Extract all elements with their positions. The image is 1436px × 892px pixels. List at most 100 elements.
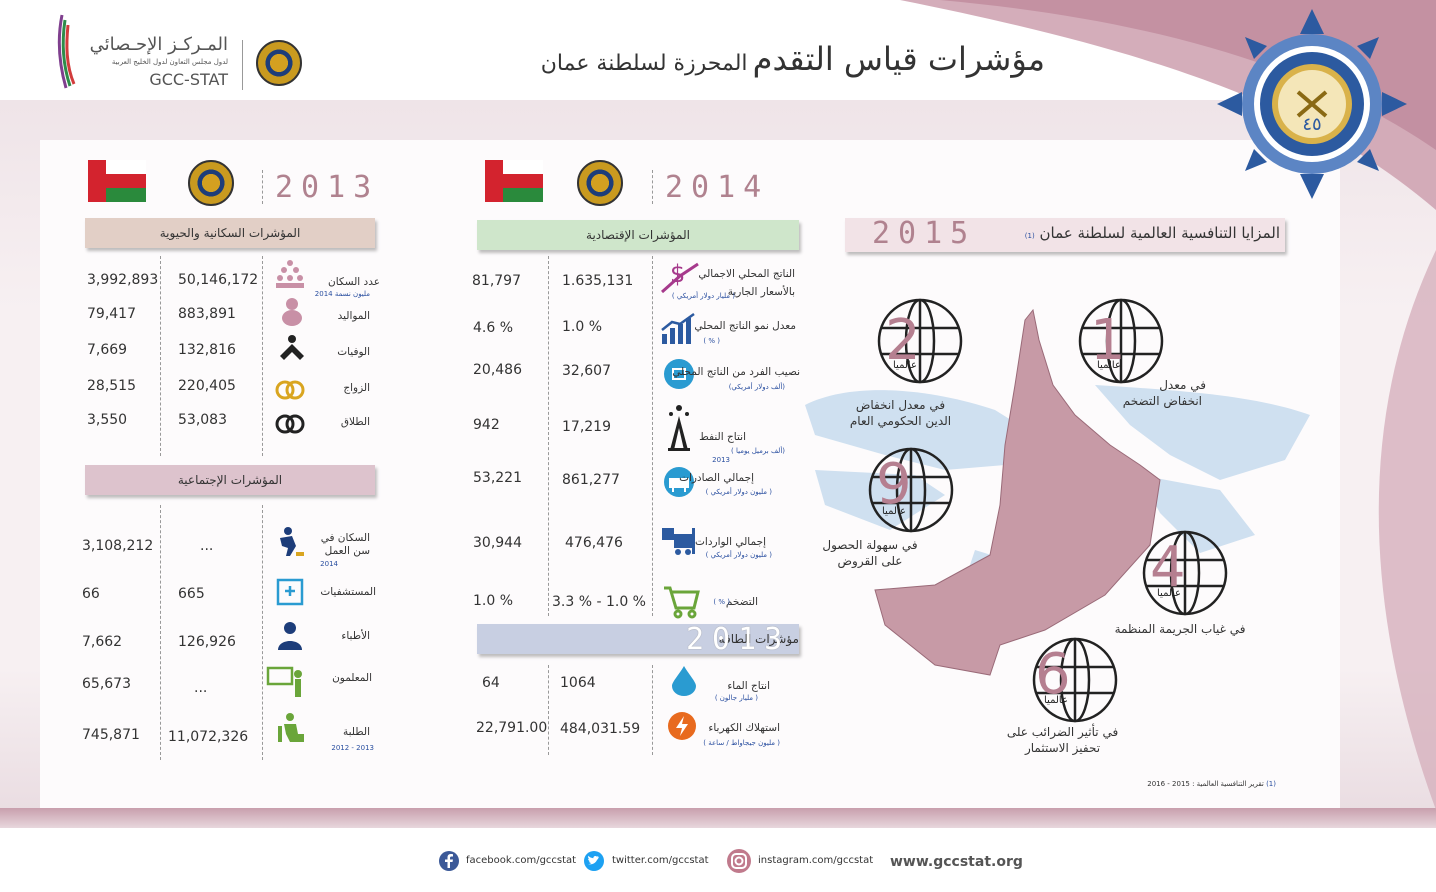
baby-icon	[282, 298, 302, 326]
divider	[262, 170, 263, 204]
doctor-icon	[278, 622, 302, 650]
divorce-oman-value: 3,550	[87, 412, 128, 428]
logo-arabic-sub: لدول مجلس التعاون لدول الخليج العربية	[111, 58, 228, 66]
gdp-growth-label: معدل نمو الناتج المحلي	[694, 320, 796, 332]
facebook-link[interactable]: facebook.com/gccstat	[466, 855, 577, 866]
title-main: مؤشرات قياس التقدم	[752, 40, 1045, 78]
footnote-text: تقرير التنافسية العالمية : 2015 - 2016	[1147, 780, 1264, 788]
rings-gold-icon	[275, 380, 305, 400]
energy-header-label: مؤشرات الطاقة	[718, 632, 799, 646]
exports-oman-value: 53,221	[473, 470, 522, 486]
per-capita-icon	[664, 359, 694, 389]
year-energy: 2013	[686, 622, 791, 657]
gdp-label: الناتج المحلي الاجمالي	[698, 268, 795, 280]
teachers-gcc-value: ...	[194, 680, 208, 696]
rank-2-word: عالميا	[893, 360, 917, 371]
divider	[652, 256, 653, 616]
globe-icon	[877, 298, 963, 384]
year-left: 2013	[275, 170, 380, 205]
competitiveness-header-bar	[845, 218, 1285, 252]
facebook-icon[interactable]	[438, 850, 460, 872]
rank-1-number: 1	[1090, 308, 1126, 373]
doctors-oman-value: 7,662	[82, 634, 123, 650]
instagram-link[interactable]: instagram.com/gccstat	[758, 855, 874, 866]
electricity-oman-value: 22,791.00	[476, 720, 548, 736]
rank-2-line-2: الدين الحكومي العام	[849, 414, 952, 428]
inflation-oman-value: 1.0 %	[473, 593, 514, 609]
twitter-link[interactable]: twitter.com/gccstat	[612, 855, 709, 866]
rank-2-text: في معدل انخفاض الدين الحكومي العام	[838, 397, 963, 429]
inflation-sub: ( % )	[713, 598, 730, 606]
economic-header: المؤشرات الإقتصادية	[477, 220, 799, 250]
year-mid: 2014	[665, 170, 770, 205]
students-sub: 2013 - 2012	[331, 744, 374, 752]
water-oman-value: 64	[482, 675, 500, 691]
oman-map	[805, 308, 1310, 676]
gdp-growth-sub: ( % )	[703, 337, 720, 345]
deaths-gcc-value: 132,816	[178, 342, 236, 358]
divider	[160, 256, 161, 456]
imports-oman-value: 30,944	[473, 535, 522, 551]
rank-1-word: عالميا	[1097, 360, 1121, 371]
hospitals-gcc-value: 665	[178, 586, 205, 602]
births-oman-value: 79,417	[87, 306, 136, 322]
exports-gcc-value: 861,277	[562, 472, 620, 488]
imports-sub: ( مليون دولار أمريكي )	[705, 551, 772, 559]
shopping-cart-icon	[664, 586, 700, 619]
gccstat-logo: المـركـز الإحـصائي لدول مجلس التعاون لدو…	[56, 10, 316, 90]
inflation-gcc-value: 3.3 % - 1.0 %	[552, 594, 646, 610]
rank-9-line-1: في سهولة الحصول	[822, 538, 918, 552]
twitter-icon[interactable]	[583, 850, 605, 872]
students-gcc-value: 11,072,326	[168, 729, 249, 745]
rank-2-line-1: في معدل انخفاض	[855, 398, 946, 412]
teachers-label: المعلمون	[332, 672, 372, 684]
gdp-growth-oman-value: 4.6 %	[473, 320, 514, 336]
oil-oman-value: 942	[473, 417, 500, 433]
logo-divider	[242, 40, 243, 90]
rank-4-word: عالميا	[1157, 588, 1181, 599]
rings-broken-icon	[275, 414, 305, 434]
website-link[interactable]: www.gccstat.org	[890, 854, 1023, 870]
births-gcc-value: 883,891	[178, 306, 236, 322]
logo-arabic: المـركـز الإحـصائي	[89, 34, 228, 55]
water-label: انتاج الماء	[727, 680, 770, 692]
logo-english: GCC-STAT	[149, 70, 228, 89]
electricity-icon	[668, 712, 696, 740]
workforce-label-2: سن العمل	[324, 545, 370, 557]
rank-1-line-1: في معدل	[1159, 378, 1206, 392]
workforce-label: السكان في	[320, 532, 370, 544]
rank-9-text: في سهولة الحصول على القروض	[815, 537, 925, 569]
footnote: (1) تقرير التنافسية العالمية : 2015 - 20…	[1100, 780, 1276, 788]
inflation-label: التضخم	[725, 596, 758, 608]
competitiveness-header: المزايا التنافسية العالمية لسلطنة عمان (…	[990, 224, 1280, 242]
instagram-icon[interactable]	[726, 848, 752, 874]
hospital-icon	[276, 578, 304, 606]
oil-sub: (ألف برميل يوميا )	[731, 447, 785, 455]
gdp-oman-value: 81,797	[472, 273, 521, 289]
rank-6-line-1: في تأثير الضرائب على	[1006, 725, 1119, 739]
water-sub: ( مليار جالون )	[714, 694, 758, 702]
worker-icon	[280, 527, 304, 556]
dollar-growth-icon: $	[661, 260, 699, 294]
divider	[548, 256, 549, 616]
hospitals-oman-value: 66	[82, 586, 100, 602]
marriage-label: الزواج	[343, 382, 370, 394]
anniversary-badge-icon: ٤٥	[1217, 9, 1407, 199]
badge-number: ٤٥	[1302, 114, 1321, 135]
globe-icon	[868, 447, 954, 533]
gcc-emblem-icon	[256, 40, 302, 86]
gdp-growth-gcc-value: 1.0 %	[562, 319, 603, 335]
marriage-oman-value: 28,515	[87, 378, 136, 394]
competitiveness-title: المزايا التنافسية العالمية لسلطنة عمان	[1039, 224, 1280, 242]
rank-6-text: في تأثير الضرائب على تحفيز الاستثمار	[1000, 724, 1125, 756]
water-drop-icon	[672, 666, 696, 696]
competitiveness-note-marker: (1)	[1024, 232, 1035, 240]
pop-oman-value: 3,992,893	[87, 272, 159, 288]
deaths-icon	[280, 335, 304, 360]
workforce-gcc-value: ...	[200, 538, 214, 554]
globe-icon	[1032, 637, 1118, 723]
title-rest: المحرزة لسلطنة عمان	[540, 51, 748, 76]
students-oman-value: 745,871	[82, 727, 140, 743]
divider	[652, 170, 653, 204]
